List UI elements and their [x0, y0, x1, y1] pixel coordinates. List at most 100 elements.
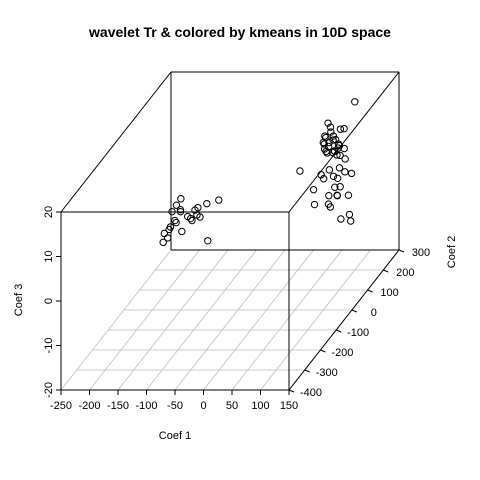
- grid-line-x: [174, 249, 286, 391]
- data-point: [177, 195, 185, 203]
- data-point: [347, 217, 355, 225]
- y-tick-mark: [335, 329, 342, 333]
- data-point: [329, 172, 338, 181]
- x-tick-label: -100: [135, 400, 157, 412]
- data-point: [215, 196, 223, 204]
- data-point: [331, 183, 339, 191]
- data-point: [194, 203, 202, 212]
- data-point: [341, 155, 349, 163]
- data-point: [164, 234, 172, 242]
- data-point: [188, 216, 196, 225]
- plot-box: [60, 71, 400, 391]
- x-tick-label: 100: [251, 400, 269, 412]
- data-point: [344, 191, 353, 199]
- floor-grid: [60, 249, 400, 391]
- x-axis-label: Coef 1: [159, 430, 191, 442]
- data-point: [171, 216, 179, 225]
- data-point: [345, 210, 354, 219]
- data-point: [333, 174, 342, 183]
- data-point: [330, 147, 339, 156]
- y-axis-label: Coef 2: [446, 236, 458, 268]
- box-edge: [288, 249, 400, 391]
- data-point: [204, 237, 212, 245]
- data-point: [329, 132, 338, 140]
- data-point: [317, 171, 325, 179]
- x-tick-label: 50: [226, 400, 238, 412]
- z-tick-label: -10: [43, 338, 55, 354]
- z-tick-label: 10: [43, 250, 55, 262]
- box-edge: [60, 71, 172, 213]
- x-tick-label: -250: [50, 400, 72, 412]
- data-point: [327, 128, 335, 136]
- y-tick-label: 300: [412, 247, 430, 259]
- grid-line-x: [260, 249, 371, 391]
- y-tick-label: -300: [316, 367, 338, 379]
- z-axis-label: Coef 3: [13, 284, 25, 316]
- y-tick-label: 0: [371, 307, 377, 319]
- y-tick-label: -400: [300, 387, 322, 399]
- data-point: [176, 207, 185, 216]
- data-points: [159, 98, 359, 247]
- data-point: [341, 168, 349, 176]
- y-tick-mark: [304, 369, 310, 373]
- z-tick-label: 0: [43, 298, 55, 304]
- data-point: [324, 119, 332, 127]
- data-point: [320, 140, 328, 148]
- data-point: [319, 175, 328, 183]
- y-tick-mark: [351, 309, 358, 313]
- y-tick-mark: [367, 289, 373, 293]
- data-point: [351, 98, 359, 106]
- data-point: [325, 138, 333, 147]
- data-point: [325, 191, 333, 200]
- x-tick-label: -150: [107, 400, 129, 412]
- z-tick-label: -20: [43, 382, 55, 398]
- data-point: [336, 183, 344, 191]
- data-point: [159, 238, 167, 247]
- data-point: [333, 191, 342, 200]
- data-point: [326, 123, 335, 131]
- data-point: [347, 169, 356, 178]
- chart-title: wavelet Tr & colored by kmeans in 10D sp…: [88, 24, 391, 40]
- x-tick-label: 0: [200, 400, 206, 412]
- data-point: [323, 149, 331, 157]
- data-point: [334, 140, 343, 148]
- data-point: [193, 211, 201, 219]
- y-tick-mark: [383, 269, 389, 273]
- data-point: [178, 227, 186, 236]
- y-tick-mark: [320, 349, 326, 353]
- data-point: [172, 201, 181, 209]
- y-tick-mark: [288, 389, 295, 393]
- x-tick-label: -50: [167, 400, 183, 412]
- z-tick-label: 20: [43, 206, 55, 218]
- y-tick-label: 100: [380, 287, 398, 299]
- data-point: [296, 167, 304, 175]
- data-point: [336, 151, 344, 160]
- data-point: [325, 166, 334, 174]
- axis-ticks: -250 -200 -150 -100 -50 0 50 100 150-400-300-200…: [43, 206, 430, 412]
- x-tick-label: 150: [280, 400, 298, 412]
- grid-line-x: [231, 249, 343, 391]
- data-point: [340, 144, 348, 153]
- data-point: [326, 203, 335, 211]
- y-tick-mark: [398, 249, 405, 253]
- grid-line-x: [203, 249, 314, 391]
- y-tick-label: 200: [396, 267, 414, 279]
- y-tick-label: -200: [331, 347, 353, 359]
- x-tick-label: -200: [78, 400, 100, 412]
- data-point: [336, 125, 345, 133]
- data-point: [340, 125, 348, 133]
- grid-line-x: [117, 249, 229, 391]
- grid-line-x: [89, 249, 200, 391]
- data-point: [337, 215, 345, 223]
- grid-line-x: [60, 249, 172, 391]
- grid-line-x: [146, 249, 257, 391]
- data-point: [203, 199, 211, 208]
- data-point: [168, 207, 176, 216]
- data-point: [165, 225, 173, 234]
- data-point: [322, 147, 330, 156]
- data-point: [310, 200, 319, 209]
- box-edge: [288, 71, 400, 213]
- data-point: [309, 185, 318, 194]
- data-point: [172, 218, 180, 227]
